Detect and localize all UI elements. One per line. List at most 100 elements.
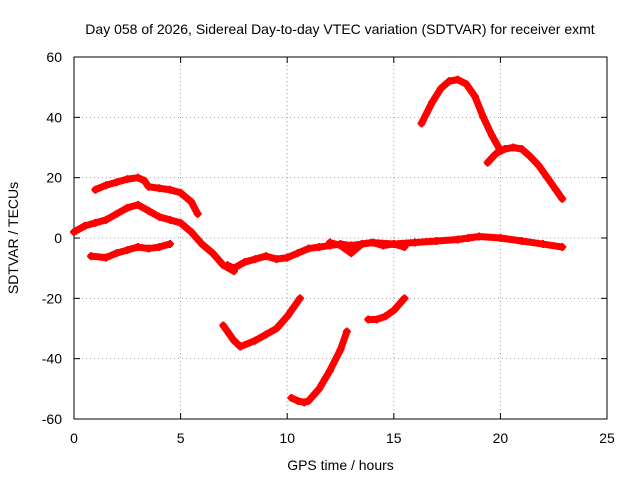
data-point <box>91 218 100 227</box>
data-point <box>133 200 142 209</box>
data-point <box>336 345 345 354</box>
series-track-2 <box>70 200 238 276</box>
series-track-9 <box>417 75 505 155</box>
data-point <box>357 240 366 249</box>
data-point <box>543 173 552 182</box>
data-point <box>165 240 174 249</box>
data-point <box>187 227 196 236</box>
data-point <box>123 175 132 184</box>
x-tick-label: 10 <box>279 430 295 446</box>
data-point <box>464 234 473 242</box>
data-point <box>496 234 505 242</box>
data-point <box>558 194 567 203</box>
data-point <box>165 215 174 224</box>
data-point <box>155 184 164 193</box>
data-point <box>293 249 302 258</box>
data-point <box>229 336 238 345</box>
data-point <box>87 252 96 261</box>
data-point <box>445 77 454 86</box>
data-point <box>240 258 249 267</box>
data-point <box>428 98 437 107</box>
data-point <box>347 241 356 250</box>
y-tick-label: 60 <box>46 49 62 65</box>
data-point <box>123 203 132 212</box>
data-point <box>432 237 441 246</box>
axis-ticks: 0 5 10 15 20 25 -60 -40 -20 0 20 40 60 <box>42 49 615 446</box>
data-point <box>176 218 185 227</box>
data-point <box>272 255 281 264</box>
data-point <box>304 244 313 253</box>
data-point <box>80 221 89 230</box>
data-point <box>368 238 377 247</box>
y-tick-label: -40 <box>42 351 62 367</box>
y-tick-label: -60 <box>42 411 62 427</box>
data-point <box>315 384 324 393</box>
data-point <box>534 161 543 170</box>
data-point <box>293 396 302 405</box>
data-point <box>411 238 420 247</box>
data-point <box>389 240 398 249</box>
data-point <box>492 149 501 158</box>
data-point <box>558 243 567 252</box>
data-point <box>379 241 388 250</box>
data-point <box>400 294 409 303</box>
data-point <box>155 212 164 221</box>
series-line <box>70 201 238 275</box>
data-point <box>251 336 260 345</box>
data-point <box>295 294 304 303</box>
data-point <box>144 206 153 215</box>
data-point <box>500 145 509 154</box>
data-point <box>123 246 132 255</box>
data-point <box>91 185 100 194</box>
data-point <box>144 182 153 191</box>
data-point <box>165 185 174 194</box>
data-point <box>251 255 260 264</box>
data-point <box>133 243 142 252</box>
data-point <box>176 188 185 197</box>
data-point <box>223 261 232 270</box>
grid <box>74 57 607 419</box>
data-point <box>336 241 345 250</box>
data-point <box>155 243 164 252</box>
data-point <box>112 178 121 187</box>
x-tick-label: 0 <box>70 430 78 446</box>
data-point <box>372 315 381 324</box>
data-point <box>400 243 409 252</box>
data-point <box>70 227 78 236</box>
data-point <box>517 237 526 246</box>
data-point <box>133 173 142 182</box>
data-point <box>453 235 462 244</box>
data-point <box>417 119 426 128</box>
data-point <box>453 75 462 84</box>
data-point <box>509 143 518 152</box>
series-track-6 <box>325 238 409 258</box>
data-point <box>315 243 324 252</box>
data-point <box>101 215 110 224</box>
data-point <box>389 306 398 315</box>
data-point <box>526 152 535 161</box>
data-point <box>289 303 298 312</box>
data-point <box>283 312 292 321</box>
data-point <box>436 84 445 93</box>
y-tick-label: 0 <box>54 230 62 246</box>
data-point <box>261 330 270 339</box>
data-point <box>101 253 110 262</box>
data-point <box>112 249 121 258</box>
series-track-8 <box>364 294 409 324</box>
x-tick-label: 20 <box>493 430 509 446</box>
plot-frame <box>73 56 608 420</box>
y-tick-label: 20 <box>46 170 62 186</box>
data-point <box>144 244 153 253</box>
x-tick-label: 25 <box>599 430 615 446</box>
series-line <box>484 144 566 203</box>
data-point <box>208 249 217 258</box>
data-point <box>101 181 110 190</box>
x-axis-label: GPS time / hours <box>287 457 394 473</box>
series-track-1 <box>91 173 202 218</box>
y-axis-label: SDTVAR / TECUs <box>5 182 21 294</box>
chart-title: Day 058 of 2026, Sidereal Day-to-day VTE… <box>85 21 594 37</box>
data-point <box>283 253 292 262</box>
data-series <box>70 75 567 407</box>
data-point <box>487 131 496 140</box>
